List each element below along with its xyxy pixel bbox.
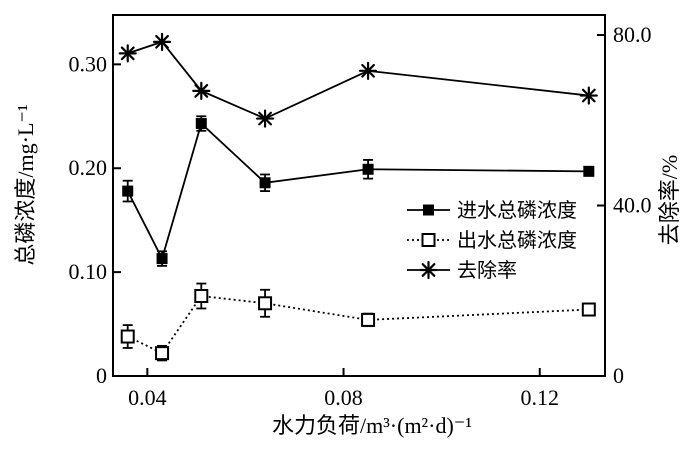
series-influent-tp <box>122 115 595 267</box>
effluent-tp-marker <box>361 312 376 327</box>
y-axis-left-title: 总磷浓度/mg·L⁻¹ <box>13 104 38 265</box>
y-right-tick-label: 0 <box>613 363 624 388</box>
effluent-tp-marker <box>155 346 170 361</box>
legend-removal-rate-marker <box>419 260 438 280</box>
influent-tp-marker <box>156 253 168 265</box>
axis-ticks: 0.04 0.08 0.12 0 0.10 0.20 0.30 0 40.0 80.0 <box>69 22 652 410</box>
removal-rate-marker <box>192 81 211 100</box>
removal-rate-marker <box>579 86 598 105</box>
removal-rate-marker <box>255 109 275 128</box>
y-left-tick-label: 0.30 <box>69 51 108 76</box>
effluent-tp-marker <box>258 296 273 311</box>
x-axis-title: 水力负荷/m³·(m²·d)⁻¹ <box>272 413 472 438</box>
x-tick-label: 0.08 <box>324 385 363 410</box>
influent-tp-marker <box>583 165 595 177</box>
legend-removal-rate-label: 去除率 <box>457 259 517 282</box>
legend-item-removal-rate: 去除率 <box>407 259 517 282</box>
y-left-tick-label: 0.10 <box>69 259 108 284</box>
effluent-tp-marker <box>120 329 135 344</box>
effluent-tp-marker <box>194 289 209 304</box>
series-effluent-tp <box>120 282 596 362</box>
y-left-tick-label: 0.20 <box>69 155 108 180</box>
legend-item-influent-tp: 进水总磷浓度 <box>407 199 577 222</box>
legend-effluent-tp-marker <box>421 233 436 247</box>
influent-tp-marker <box>259 177 271 189</box>
influent-tp-line <box>126 121 589 262</box>
influent-tp-marker <box>362 163 374 175</box>
y-right-tick-label: 40.0 <box>613 193 652 218</box>
legend-influent-tp-label: 进水总磷浓度 <box>457 199 577 222</box>
y-left-tick-label: 0 <box>96 363 107 388</box>
legend-influent-tp-marker <box>423 204 434 216</box>
removal-rate-marker <box>118 44 137 63</box>
removal-rate-marker <box>152 32 172 51</box>
x-tick-label: 0.12 <box>521 385 560 410</box>
influent-tp-marker <box>195 118 207 130</box>
legend-effluent-tp-label: 出水总磷浓度 <box>457 229 577 252</box>
legend-item-effluent-tp: 出水总磷浓度 <box>407 229 577 252</box>
removal-rate-marker <box>358 61 378 80</box>
plot-frame <box>112 14 606 377</box>
effluent-tp-marker <box>581 302 596 317</box>
effluent-tp-line <box>127 295 589 355</box>
y-axis-right-title: 去除率/% <box>657 155 682 245</box>
y-right-tick-label: 80.0 <box>613 22 652 47</box>
removal-rate-line <box>127 40 589 120</box>
series-removal-rate <box>118 32 598 128</box>
influent-tp-marker <box>122 185 134 197</box>
x-tick-label: 0.04 <box>128 385 167 410</box>
series-group <box>118 32 598 362</box>
